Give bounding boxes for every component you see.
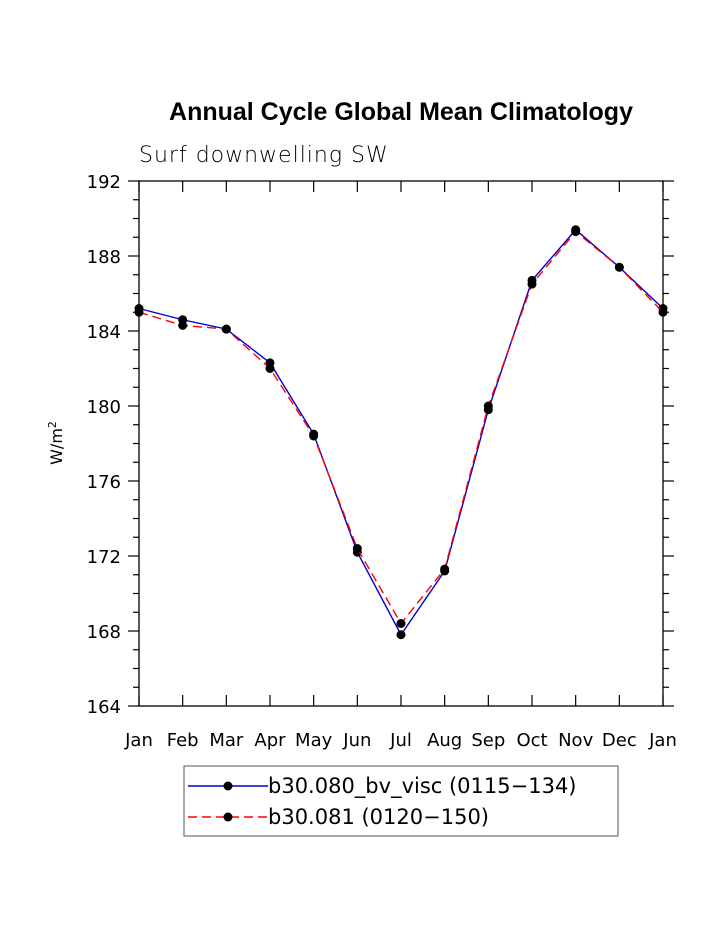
x-tick-label: Dec xyxy=(602,730,637,751)
x-tick-label: Apr xyxy=(254,730,286,751)
x-tick-label: Feb xyxy=(167,730,199,751)
data-point xyxy=(483,401,493,411)
data-point xyxy=(440,564,450,574)
x-tick-label: Mar xyxy=(209,730,244,751)
series-line xyxy=(138,230,664,625)
legend-entry-2: b30.081 (0120−150) xyxy=(188,805,489,829)
x-tick-label: Jul xyxy=(389,730,412,751)
series-2 xyxy=(134,227,668,628)
legend-marker xyxy=(223,781,233,791)
legend xyxy=(183,765,619,837)
data-point xyxy=(178,320,188,330)
series-layer xyxy=(134,225,668,640)
data-point xyxy=(221,324,231,334)
y-tick-label: 168 xyxy=(87,622,121,643)
chart-title: Annual Cycle Global Mean Climatology xyxy=(169,98,633,126)
legend-entries: b30.080_bv_visc (0115−134) b30.081 (0120−… xyxy=(188,774,577,829)
x-tick-label: Sep xyxy=(471,730,505,751)
data-point xyxy=(614,262,624,272)
data-point xyxy=(571,227,581,237)
legend-entry-1: b30.080_bv_visc (0115−134) xyxy=(188,774,577,799)
legend-label: b30.081 (0120−150) xyxy=(268,805,489,829)
data-point xyxy=(658,307,668,317)
y-axis-label-text: W/m xyxy=(47,428,66,465)
y-axis-label: W/m2 xyxy=(46,421,66,465)
axis-tick-labels: Jan Feb Mar Apr May Jun Jul Aug Sep Oct Nov Dec Jan1… xyxy=(87,172,677,751)
x-tick-label: Aug xyxy=(427,730,462,751)
series-line xyxy=(138,228,664,637)
y-tick-label: 188 xyxy=(87,247,121,268)
data-point xyxy=(527,279,537,289)
x-tick-label: Jun xyxy=(342,730,371,751)
x-tick-label: Oct xyxy=(516,730,547,751)
series-1 xyxy=(134,225,668,640)
data-point xyxy=(396,630,406,640)
x-tick-label: May xyxy=(295,730,333,751)
y-tick-label: 180 xyxy=(87,397,121,418)
x-tick-label: Jan xyxy=(648,730,677,751)
data-point xyxy=(134,307,144,317)
y-axis-label-superscript: 2 xyxy=(46,421,59,428)
axis-ticks xyxy=(128,180,674,707)
data-point xyxy=(265,364,275,373)
y-tick-label: 176 xyxy=(87,472,121,493)
data-point xyxy=(309,431,319,441)
y-tick-label: 164 xyxy=(87,697,121,718)
y-tick-label: 172 xyxy=(87,547,121,568)
data-point xyxy=(352,544,362,553)
data-point xyxy=(396,619,406,628)
x-tick-label: Nov xyxy=(558,730,593,751)
y-tick-label: 184 xyxy=(87,322,121,343)
x-tick-label: Jan xyxy=(124,730,153,751)
legend-label: b30.080_bv_visc (0115−134) xyxy=(268,774,577,799)
chart-subtitle: Surf downwelling SW xyxy=(139,143,389,168)
legend-marker xyxy=(223,812,233,822)
y-tick-label: 192 xyxy=(87,172,121,193)
